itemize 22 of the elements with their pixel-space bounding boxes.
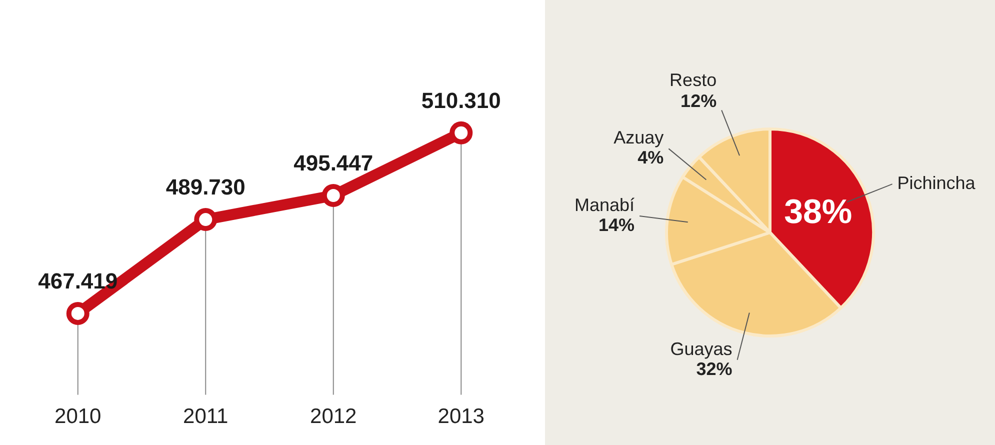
data-label: 32% <box>696 358 732 379</box>
point <box>66 302 90 325</box>
slice-label: Manabí <box>574 194 635 215</box>
data-label: 4% <box>638 148 664 168</box>
data-label: 12% <box>680 91 717 112</box>
slice-label: Azuay <box>614 128 664 148</box>
x-tick-label: 2011 <box>183 405 228 428</box>
data-label: 467.419 <box>38 268 118 294</box>
data-label: 495.447 <box>294 150 374 176</box>
point <box>194 208 218 232</box>
data-label: 510.310 <box>421 88 501 113</box>
data-label: 489.730 <box>166 174 246 200</box>
point <box>322 184 345 207</box>
x-tick-label: 2010 <box>54 405 102 428</box>
slice-label: Pichincha <box>897 173 976 194</box>
point <box>450 121 473 144</box>
slice-label: Guayas <box>670 338 732 359</box>
x-tick-label: 2013 <box>438 405 484 428</box>
slice-label: Resto <box>670 70 717 90</box>
data-label: 38% <box>784 192 852 231</box>
x-tick-label: 2012 <box>310 405 357 428</box>
data-label: 14% <box>598 214 635 235</box>
